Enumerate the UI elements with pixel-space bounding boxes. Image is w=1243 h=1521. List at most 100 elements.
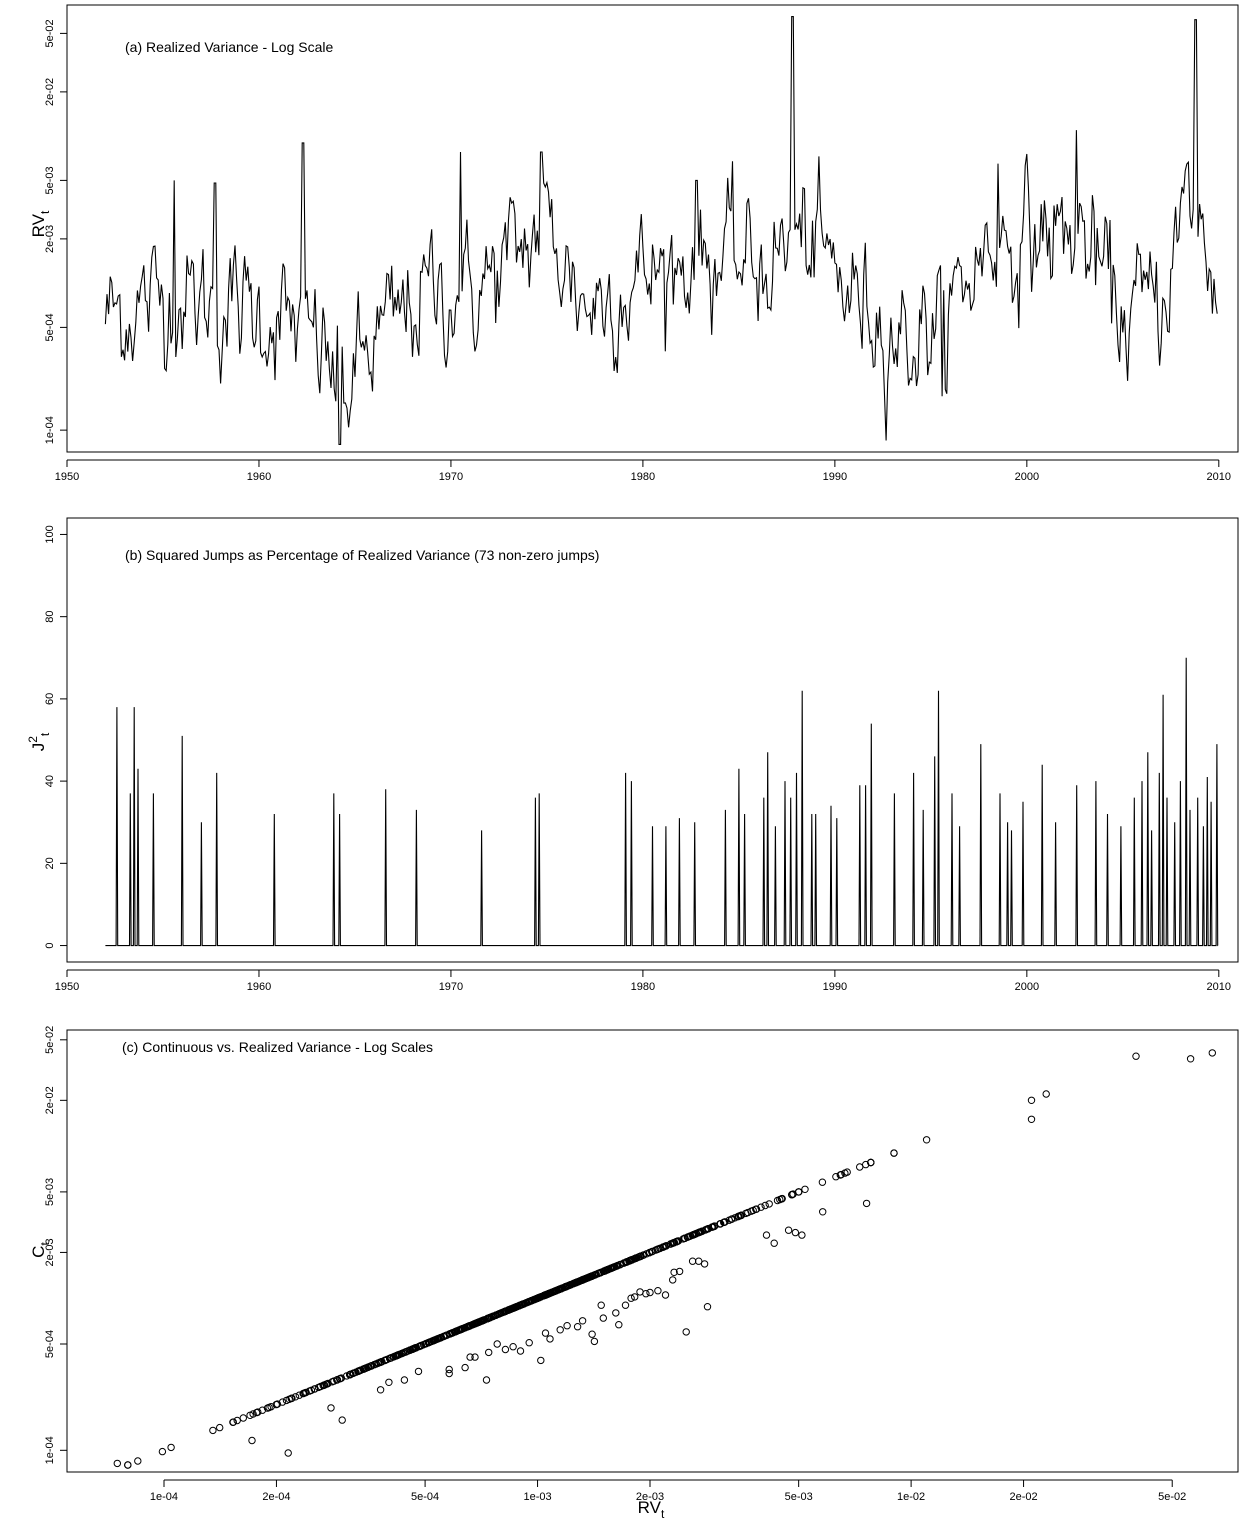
scatter-point bbox=[278, 1398, 287, 1406]
scatter-point bbox=[867, 1158, 875, 1167]
scatter-point bbox=[818, 1178, 827, 1186]
x-tick-label: 1990 bbox=[823, 981, 847, 993]
scatter-point bbox=[376, 1386, 385, 1394]
scatter-point bbox=[352, 1368, 360, 1376]
scatter-point bbox=[590, 1337, 599, 1346]
scatter-point bbox=[263, 1404, 272, 1412]
scatter-point bbox=[670, 1268, 678, 1277]
scatter-point bbox=[798, 1231, 806, 1239]
y-tick-label: 100 bbox=[44, 525, 56, 543]
scatter-point bbox=[239, 1414, 248, 1422]
scatter-point bbox=[675, 1267, 684, 1276]
y-tick-label: 5e-02 bbox=[44, 1026, 56, 1054]
scatter-point bbox=[580, 1275, 588, 1284]
scatter-point bbox=[661, 1291, 670, 1299]
panel-a-y-label: RVt bbox=[29, 210, 52, 237]
scatter-point bbox=[482, 1376, 491, 1384]
scatter-point bbox=[343, 1372, 351, 1380]
scatter-point bbox=[419, 1341, 428, 1349]
y-tick-label: 2e-02 bbox=[44, 78, 56, 106]
scatter-point bbox=[336, 1374, 344, 1383]
scatter-point bbox=[507, 1305, 515, 1313]
scatter-point bbox=[752, 1205, 761, 1213]
panel-a-series-line bbox=[104, 16, 1218, 445]
scatter-point bbox=[762, 1231, 771, 1239]
scatter-point bbox=[285, 1395, 293, 1404]
scatter-point bbox=[795, 1188, 803, 1196]
panel-b-plot-frame bbox=[66, 517, 1239, 963]
panel-b-title: (b) Squared Jumps as Percentage of Reali… bbox=[125, 547, 599, 563]
x-tick-label: 1990 bbox=[823, 471, 847, 483]
x-tick-label: 2000 bbox=[1015, 981, 1039, 993]
scatter-point bbox=[648, 1248, 656, 1256]
y-tick-label: 5e-04 bbox=[44, 1330, 56, 1358]
scatter-point bbox=[695, 1257, 703, 1265]
scatter-point bbox=[518, 1300, 527, 1309]
scatter-point bbox=[1132, 1052, 1140, 1060]
y-tick-label: 1e-04 bbox=[44, 416, 56, 444]
scatter-point bbox=[561, 1283, 570, 1291]
scatter-point bbox=[310, 1385, 318, 1393]
scatter-point bbox=[456, 1326, 464, 1334]
scatter-point bbox=[461, 1363, 469, 1372]
x-tick-label: 1e-04 bbox=[150, 1491, 178, 1503]
scatter-point bbox=[385, 1378, 393, 1387]
x-tick-label: 1960 bbox=[247, 981, 271, 993]
scatter-point bbox=[291, 1393, 300, 1401]
scatter-point bbox=[700, 1260, 709, 1268]
scatter-point bbox=[587, 1272, 596, 1281]
y-tick-label: 80 bbox=[44, 611, 56, 623]
scatter-point bbox=[409, 1345, 417, 1353]
scatter-point bbox=[791, 1228, 800, 1237]
scatter-point bbox=[465, 1322, 473, 1330]
scatter-point bbox=[113, 1459, 122, 1468]
scatter-point bbox=[631, 1293, 639, 1301]
scatter-point bbox=[338, 1416, 346, 1424]
scatter-point bbox=[578, 1317, 587, 1325]
panel-a-y-axis: 1e-04 5e-04 2e-03 5e-03 2e-02 5e-02 bbox=[44, 19, 67, 444]
scatter-point bbox=[368, 1362, 376, 1370]
x-tick-label: 1980 bbox=[631, 981, 655, 993]
panel-c-x-label: RVt bbox=[638, 1498, 665, 1521]
x-tick-label: 5e-02 bbox=[1158, 1491, 1186, 1503]
scatter-point bbox=[646, 1288, 654, 1297]
x-tick-label: 2000 bbox=[1015, 471, 1039, 483]
x-tick-label: 1980 bbox=[631, 471, 655, 483]
scatter-point bbox=[642, 1290, 650, 1298]
scatter-point bbox=[696, 1228, 704, 1236]
x-tick-label: 2e-04 bbox=[262, 1491, 290, 1503]
scatter-point bbox=[856, 1163, 864, 1171]
x-tick-label: 1950 bbox=[55, 471, 79, 483]
panel-a-plot-frame bbox=[66, 4, 1239, 453]
scatter-point bbox=[778, 1194, 786, 1203]
x-tick-label: 1e-03 bbox=[523, 1491, 551, 1503]
scatter-point bbox=[493, 1340, 501, 1348]
scatter-point bbox=[612, 1309, 620, 1317]
scatter-point bbox=[614, 1261, 622, 1270]
scatter-point bbox=[1027, 1115, 1036, 1124]
scatter-point bbox=[615, 1321, 623, 1329]
y-tick-label: 40 bbox=[44, 775, 56, 787]
scatter-point bbox=[272, 1400, 280, 1409]
scatter-point bbox=[588, 1330, 596, 1338]
scatter-point bbox=[167, 1443, 175, 1452]
y-tick-label: 0 bbox=[44, 942, 56, 948]
x-tick-label: 2e-03 bbox=[636, 1491, 664, 1503]
scatter-point bbox=[819, 1208, 827, 1216]
scatter-point bbox=[654, 1287, 662, 1295]
scatter-point bbox=[862, 1199, 871, 1208]
x-tick-label: 5e-04 bbox=[411, 1491, 439, 1503]
scatter-point bbox=[704, 1225, 712, 1233]
scatter-point bbox=[233, 1416, 241, 1425]
scatter-point bbox=[773, 1196, 782, 1205]
y-tick-label: 2e-02 bbox=[44, 1086, 56, 1114]
scatter-point bbox=[1027, 1096, 1036, 1105]
y-tick-label: 5e-04 bbox=[44, 313, 56, 341]
y-tick-label: 5e-03 bbox=[44, 1178, 56, 1206]
x-tick-label: 1960 bbox=[247, 471, 271, 483]
scatter-point bbox=[682, 1328, 690, 1336]
scatter-point bbox=[484, 1314, 493, 1322]
y-tick-label: 20 bbox=[44, 857, 56, 869]
scatter-point bbox=[248, 1436, 256, 1445]
